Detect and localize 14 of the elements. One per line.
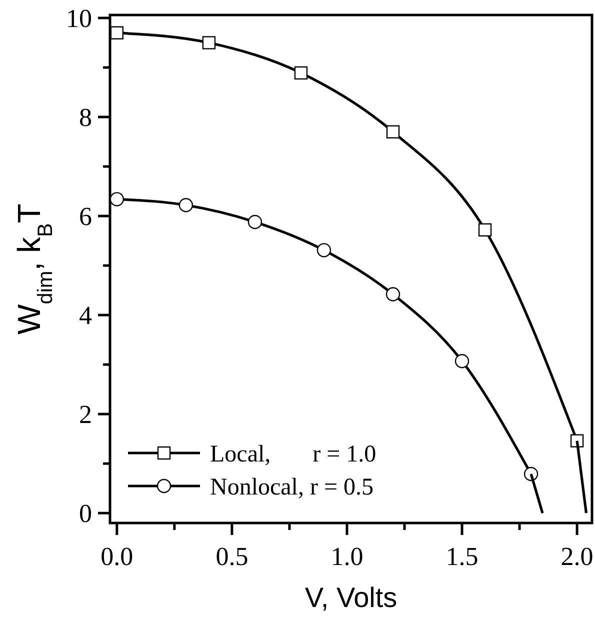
x-tick-label: 2.0 [560, 542, 594, 571]
legend-label: Local, r = 1.0 [210, 441, 376, 468]
legend-label: Nonlocal, r = 0.5 [210, 474, 374, 500]
y-tick-label: 10 [66, 4, 92, 34]
x-tick-label: 1.0 [330, 542, 364, 571]
y-tick-label: 4 [79, 301, 92, 330]
y-tick-label: 6 [79, 202, 92, 232]
x-tick-label: 0.0 [100, 542, 134, 571]
y-tick-label: 8 [79, 103, 92, 132]
x-axis-title: V, Volts [304, 582, 398, 613]
x-tick-label: 0.5 [216, 542, 248, 571]
y-tick-label: 2 [79, 400, 92, 430]
y-tick-label: 0 [79, 499, 92, 528]
x-tick-label: 1.5 [446, 542, 478, 571]
